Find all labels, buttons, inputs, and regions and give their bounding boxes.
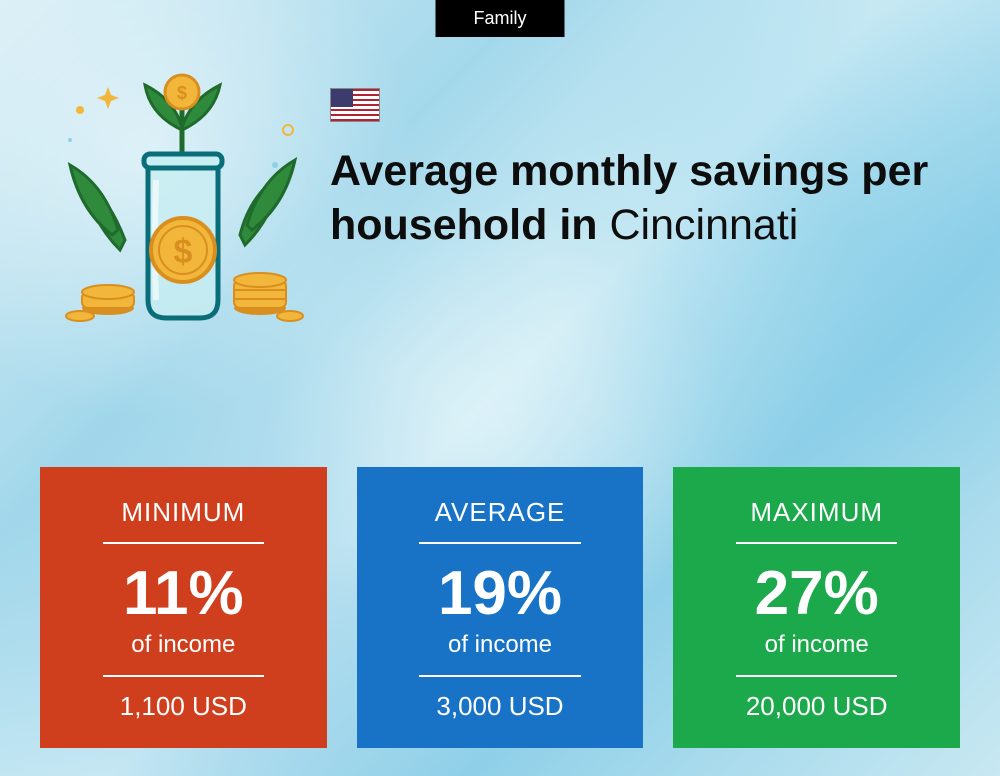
card-percent: 11%: [68, 544, 299, 631]
savings-jar-illustration: $ $: [50, 70, 310, 330]
card-label: AVERAGE: [385, 497, 616, 542]
card-label: MAXIMUM: [701, 497, 932, 542]
svg-text:$: $: [174, 233, 193, 271]
card-amount: 3,000 USD: [385, 677, 616, 722]
headline-city: Cincinnati: [610, 201, 799, 249]
card-amount: 1,100 USD: [68, 677, 299, 722]
card-amount: 20,000 USD: [701, 677, 932, 722]
card-sub: of income: [701, 631, 932, 675]
svg-text:$: $: [177, 83, 187, 103]
card-sub: of income: [385, 631, 616, 675]
card-minimum: MINIMUM 11% of income 1,100 USD: [40, 467, 327, 748]
us-flag-icon: [330, 88, 380, 122]
card-percent: 19%: [385, 544, 616, 631]
category-tag: Family: [436, 0, 565, 37]
card-maximum: MAXIMUM 27% of income 20,000 USD: [673, 467, 960, 748]
card-label: MINIMUM: [68, 497, 299, 542]
card-average: AVERAGE 19% of income 3,000 USD: [357, 467, 644, 748]
card-percent: 27%: [701, 544, 932, 631]
stat-cards: MINIMUM 11% of income 1,100 USD AVERAGE …: [40, 467, 960, 748]
card-sub: of income: [68, 631, 299, 675]
headline: Average monthly savings per household in…: [330, 145, 980, 253]
